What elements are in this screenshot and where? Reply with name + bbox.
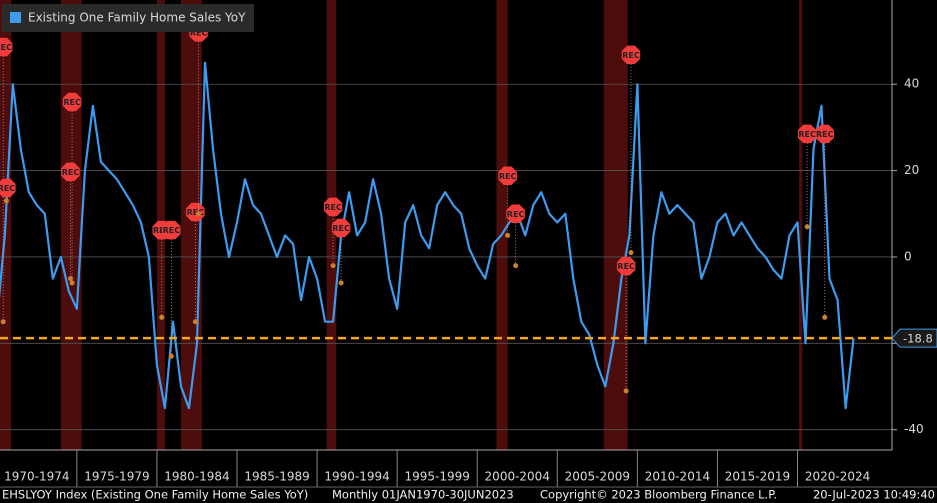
rec-label: REC	[507, 210, 525, 219]
footer-time: 20-Jul-2023 10:49:40	[813, 488, 935, 502]
x-tick-label: 2015-2019	[725, 470, 790, 484]
rec-marker	[61, 162, 80, 182]
footer-index: EHSLYOY Index (Existing One Family Home …	[2, 488, 308, 502]
x-tick-label: 1980-1984	[164, 470, 229, 484]
rec-label: REC	[163, 226, 181, 235]
rec-dot	[804, 224, 810, 230]
rec-dot	[330, 263, 336, 269]
rec-dot	[623, 388, 629, 394]
rec-label: REC	[187, 208, 205, 217]
y-tick-label: -40	[904, 422, 924, 436]
x-tick-label: 2000-2004	[485, 470, 550, 484]
rec-label: REC	[190, 28, 208, 37]
rec-label: REC	[798, 130, 816, 139]
rec-marker	[498, 166, 517, 185]
x-tick-label: 2010-2014	[645, 470, 710, 484]
recession-band	[60, 0, 82, 450]
rec-dot	[67, 276, 73, 282]
rec-dot	[192, 319, 198, 325]
y-tick-label: 40	[904, 77, 919, 91]
y-tick-label: 0	[904, 249, 912, 263]
rec-marker	[62, 92, 82, 112]
rec-marker	[186, 202, 205, 222]
rec-marker	[0, 178, 16, 198]
rec-label: REC	[332, 224, 350, 233]
rec-marker	[323, 197, 343, 217]
rec-dot	[3, 198, 9, 204]
recession-band	[603, 0, 628, 450]
legend-box	[2, 4, 254, 32]
rec-marker	[797, 124, 817, 144]
footer-range: Monthly 01JAN1970-30JUN2023	[332, 488, 514, 502]
rec-marker	[621, 45, 641, 65]
rec-marker	[506, 204, 525, 223]
rec-label: REC	[816, 130, 834, 139]
y-tick-label: 20	[904, 163, 919, 177]
rec-label: REC	[0, 184, 15, 193]
rec-dot	[513, 263, 519, 269]
rec-dot	[822, 314, 828, 320]
rec-dot	[168, 353, 174, 359]
rec-dot	[159, 314, 165, 320]
x-tick-label: 1995-1999	[404, 470, 469, 484]
rec-marker	[331, 218, 351, 238]
rec-marker	[815, 124, 834, 144]
recession-band	[326, 0, 337, 450]
value-tag	[891, 328, 937, 348]
recession-band	[496, 0, 508, 450]
rec-label: REC	[63, 98, 81, 107]
value-tag-label: -18.8	[903, 332, 933, 346]
rec-dot	[338, 280, 344, 286]
rec-label: REC	[62, 168, 80, 177]
x-tick-label: 2005-2009	[565, 470, 630, 484]
legend-swatch	[10, 12, 21, 23]
x-tick-label: 1975-1979	[84, 470, 149, 484]
footer-copyright: Copyright© 2023 Bloomberg Finance L.P.	[540, 488, 777, 502]
rec-marker	[162, 220, 181, 240]
x-tick-label: 2020-2024	[805, 470, 870, 484]
x-tick-label: 1970-1974	[4, 470, 69, 484]
rec-dot	[505, 232, 511, 238]
rec-dot	[196, 211, 202, 217]
legend-label: Existing One Family Home Sales YoY	[28, 11, 246, 25]
rec-marker	[616, 256, 636, 276]
rec-dot	[628, 250, 634, 256]
rec-label: REC	[153, 226, 171, 235]
rec-label: REC	[0, 43, 12, 52]
recession-band	[799, 0, 803, 450]
rec-label: REC	[622, 51, 640, 60]
rec-label: REC	[499, 172, 517, 181]
rec-marker	[0, 37, 13, 57]
rec-dot	[69, 280, 75, 286]
series-line	[0, 61, 855, 410]
rec-label: REC	[324, 203, 342, 212]
rec-label: REC	[617, 262, 635, 271]
x-tick-label: 1990-1994	[324, 470, 389, 484]
x-tick-label: 1985-1989	[244, 470, 309, 484]
rec-dot	[0, 319, 6, 325]
